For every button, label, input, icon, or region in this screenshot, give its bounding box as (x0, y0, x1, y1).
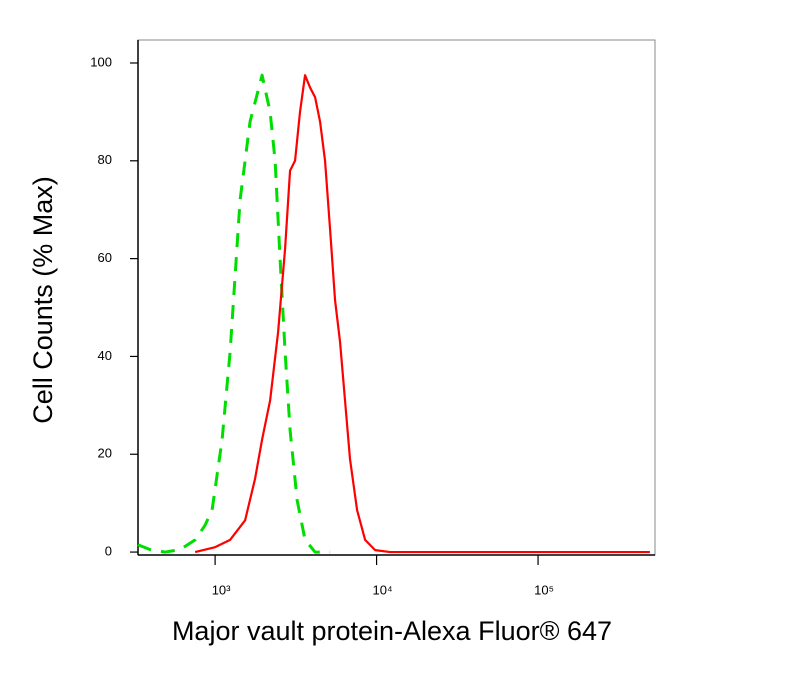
x-tick-label: 10³ (212, 582, 231, 597)
histogram-line (137, 73, 331, 554)
x-axis-title: Major vault protein-Alexa Fluor® 647 (172, 616, 612, 646)
y-tick-label: 100 (90, 54, 112, 69)
x-tick-label: 10⁴ (373, 582, 393, 597)
y-tick-label: 20 (98, 446, 112, 461)
y-axis-title: Cell Counts (% Max) (28, 176, 58, 424)
histogram-line (194, 74, 650, 554)
y-tick-label: 40 (98, 348, 112, 363)
y-tick-label: 60 (98, 250, 112, 265)
y-tick-label: 0 (105, 544, 112, 559)
y-tick-label: 80 (98, 152, 112, 167)
x-tick-label: 10⁵ (534, 582, 554, 597)
